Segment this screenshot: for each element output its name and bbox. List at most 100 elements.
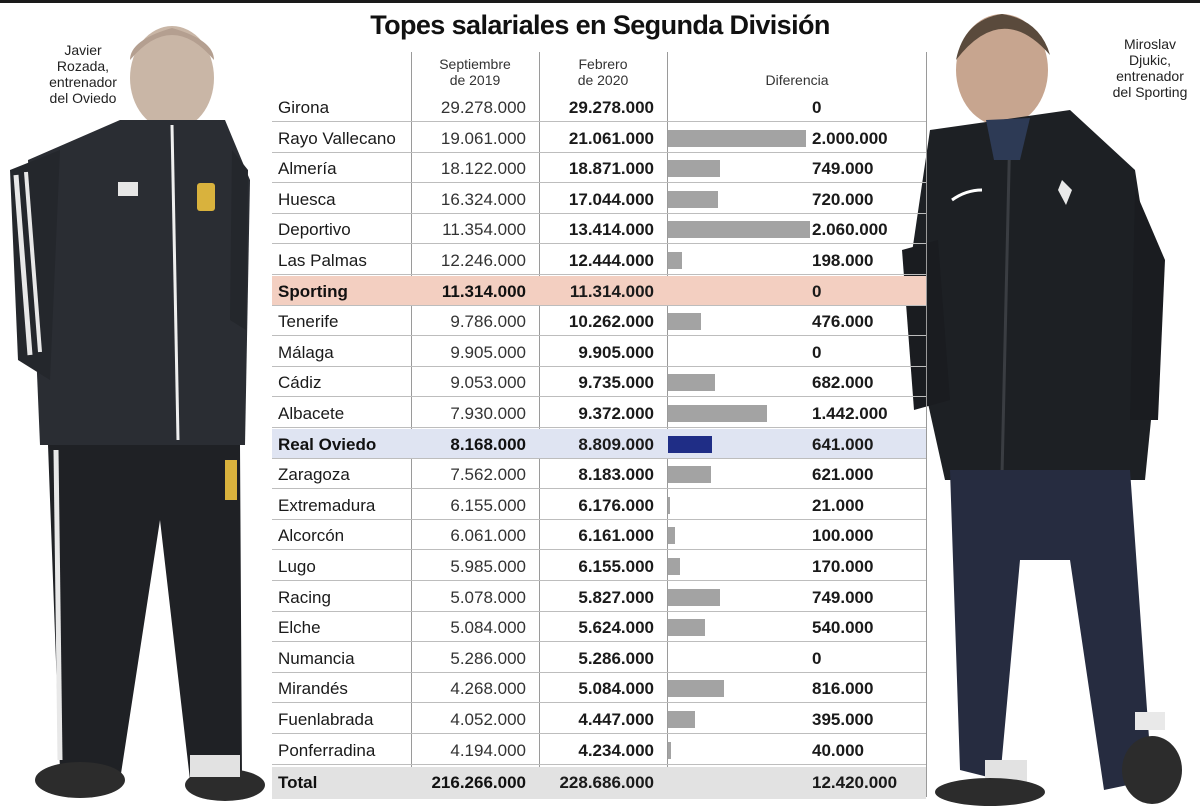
value-sep-2019: 5.078.000: [450, 587, 526, 607]
total-sep-2019: 216.266.000: [431, 773, 526, 793]
value-feb-2020: 17.044.000: [568, 189, 654, 209]
value-diferencia: 2.000.000: [812, 128, 888, 148]
table-row: Ponferradina 4.194.000 4.234.000 40.000: [272, 735, 926, 765]
table-row: Alcorcón 6.061.000 6.161.000 100.000: [272, 520, 926, 551]
diff-bar: [668, 680, 725, 698]
team-name: Deportivo: [278, 220, 351, 240]
diff-bar: [668, 129, 806, 147]
column-divider: [667, 52, 668, 797]
table-row: Zaragoza 7.562.000 8.183.000 621.000: [272, 459, 926, 490]
value-diferencia: 682.000: [812, 373, 874, 393]
diff-bar: [668, 221, 810, 239]
value-diferencia: 100.000: [812, 526, 874, 546]
total-diferencia: 12.420.000: [812, 773, 898, 793]
value-diferencia: 621.000: [812, 465, 874, 485]
caption-left: Javier Rozada, entrenador del Oviedo: [49, 42, 117, 106]
value-diferencia: 21.000: [812, 495, 864, 515]
table-row: Racing 5.078.000 5.827.000 749.000: [272, 582, 926, 612]
table-row: Rayo Vallecano 19.061.000 21.061.000 2.000.…: [272, 123, 926, 153]
table-row: Real Oviedo 8.168.000 8.809.000 641.000: [272, 428, 926, 459]
table-row: Lugo 5.985.000 6.155.000 170.000: [272, 551, 926, 581]
table-row-total: Total 216.266.000 228.686.000 12.420.000: [272, 767, 926, 800]
value-sep-2019: 19.061.000: [440, 128, 526, 148]
team-name: Las Palmas: [278, 251, 367, 270]
value-diferencia: 0: [812, 342, 822, 362]
table-row: Fuenlabrada 4.052.000 4.447.000 395.000: [272, 704, 926, 734]
table-row: Numancia 5.286.000 5.286.000 0: [272, 643, 926, 673]
value-sep-2019: 12.246.000: [440, 251, 526, 270]
value-feb-2020: 9.905.000: [578, 342, 654, 362]
value-diferencia: 476.000: [812, 312, 874, 332]
team-name: Lugo: [278, 557, 316, 576]
value-sep-2019: 29.278.000: [440, 98, 526, 117]
diff-bar: [668, 496, 670, 514]
value-diferencia: 749.000: [812, 159, 874, 179]
caption-right: Miroslav Djukic, entrenador del Sporting: [1112, 36, 1188, 100]
header-sep-2019: Septiembre de 2019: [439, 56, 511, 88]
team-name: Huesca: [278, 189, 336, 209]
value-diferencia: 1.442.000: [812, 404, 888, 423]
diff-bar: [668, 711, 696, 728]
value-diferencia: 198.000: [812, 251, 874, 270]
team-name: Girona: [278, 98, 330, 117]
value-feb-2020: 18.871.000: [568, 159, 654, 179]
value-feb-2020: 10.262.000: [568, 312, 654, 332]
diff-bar: [668, 435, 713, 453]
value-diferencia: 720.000: [812, 189, 874, 209]
value-feb-2020: 5.286.000: [578, 648, 654, 668]
value-sep-2019: 5.985.000: [450, 557, 526, 576]
diff-bar: [668, 466, 711, 484]
table-row: Almería 18.122.000 18.871.000 749.000: [272, 153, 926, 184]
value-sep-2019: 4.268.000: [450, 679, 526, 699]
value-feb-2020: 13.414.000: [568, 220, 654, 240]
value-sep-2019: 9.786.000: [450, 312, 526, 332]
table-row: Tenerife 9.786.000 10.262.000 476.000: [272, 306, 926, 337]
table-row: Las Palmas 12.246.000 12.444.000 198.000: [272, 245, 926, 275]
team-name: Fuenlabrada: [278, 710, 374, 729]
value-sep-2019: 6.155.000: [450, 495, 526, 515]
team-name: Racing: [278, 587, 331, 607]
value-feb-2020: 29.278.000: [568, 98, 654, 117]
diff-bar: [668, 558, 680, 575]
value-feb-2020: 6.161.000: [578, 526, 654, 546]
value-sep-2019: 11.314.000: [441, 281, 526, 301]
team-name: Rayo Vallecano: [278, 128, 396, 148]
value-diferencia: 816.000: [812, 679, 874, 699]
team-name: Málaga: [278, 342, 334, 362]
team-name: Real Oviedo: [278, 434, 377, 454]
value-sep-2019: 9.053.000: [450, 373, 526, 393]
diff-bar: [668, 588, 720, 606]
diff-bar: [668, 252, 682, 269]
team-name: Tenerife: [278, 312, 339, 332]
value-diferencia: 2.060.000: [812, 220, 888, 240]
total-label: Total: [278, 773, 318, 793]
team-name: Numancia: [278, 648, 355, 668]
value-diferencia: 749.000: [812, 587, 874, 607]
value-feb-2020: 8.183.000: [578, 465, 654, 485]
value-diferencia: 0: [812, 281, 822, 301]
value-sep-2019: 6.061.000: [450, 526, 526, 546]
value-feb-2020: 21.061.000: [568, 128, 654, 148]
team-name: Alcorcón: [278, 526, 345, 546]
team-name: Ponferradina: [278, 740, 376, 760]
diff-bar: [668, 741, 671, 759]
diff-bar: [668, 374, 715, 392]
value-sep-2019: 5.084.000: [450, 618, 526, 638]
table-row: Cádiz 9.053.000 9.735.000 682.000: [272, 367, 926, 398]
value-sep-2019: 18.122.000: [440, 159, 526, 179]
value-diferencia: 40.000: [812, 740, 864, 760]
value-feb-2020: 5.827.000: [578, 587, 654, 607]
team-name: Elche: [278, 618, 321, 638]
team-name: Cádiz: [278, 373, 322, 393]
team-name: Extremadura: [278, 495, 376, 515]
value-sep-2019: 11.354.000: [442, 220, 526, 240]
value-feb-2020: 4.234.000: [578, 740, 654, 760]
table-row: Elche 5.084.000 5.624.000 540.000: [272, 612, 926, 643]
column-divider: [926, 52, 927, 797]
total-feb-2020: 228.686.000: [559, 773, 654, 793]
diff-bar: [668, 405, 768, 422]
value-sep-2019: 16.324.000: [440, 189, 526, 209]
value-diferencia: 0: [812, 98, 822, 117]
team-name: Almería: [278, 159, 337, 179]
diff-bar: [668, 619, 706, 637]
